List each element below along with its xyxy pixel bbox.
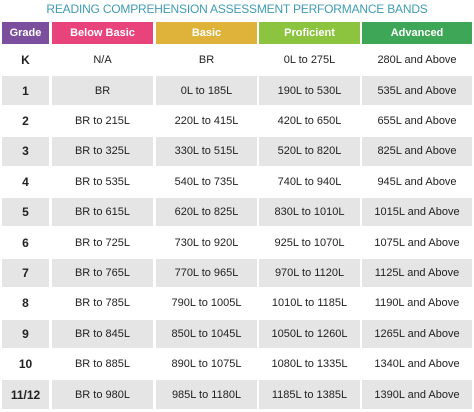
grade-cell: 1 xyxy=(2,76,49,105)
band-cell: BR to 885L xyxy=(52,350,153,379)
band-cell: 1050L to 1260L xyxy=(259,319,360,348)
band-cell: 1265L and Above xyxy=(362,319,472,348)
header-cell: Below Basic xyxy=(52,22,153,44)
band-cell: 1015L and Above xyxy=(362,198,472,227)
band-cell: BR to 845L xyxy=(52,319,153,348)
band-cell: 420L to 650L xyxy=(259,106,360,136)
band-cell: 330L to 515L xyxy=(156,137,257,166)
band-cell: 280L and Above xyxy=(362,46,472,75)
band-cell: 540L to 735L xyxy=(156,167,257,196)
grade-cell: 11/12 xyxy=(2,380,49,409)
band-cell: 790L to 1005L xyxy=(156,289,257,318)
grade-cell: 9 xyxy=(2,319,49,348)
header-cell: Advanced xyxy=(362,22,472,44)
header-cell: Basic xyxy=(156,22,257,44)
band-cell: 1185L to 1385L xyxy=(259,380,360,409)
band-cell: 535L and Above xyxy=(362,76,472,105)
band-cell: BR to 725L xyxy=(52,228,153,257)
band-cell: 1075L and Above xyxy=(362,228,472,257)
band-cell: 830L to 1010L xyxy=(259,198,360,227)
band-cell: 1010L to 1185L xyxy=(259,289,360,318)
grade-cell: 3 xyxy=(2,137,49,166)
band-cell: 730L to 920L xyxy=(156,228,257,257)
band-cell: BR xyxy=(156,46,257,75)
band-cell: 620L to 825L xyxy=(156,198,257,227)
band-cell: 850L to 1045L xyxy=(156,319,257,348)
band-cell: 740L to 940L xyxy=(259,167,360,196)
band-cell: 925L to 1070L xyxy=(259,228,360,257)
band-cell: 985L to 1180L xyxy=(156,380,257,409)
band-cell: 1390L and Above xyxy=(362,380,472,409)
grade-cell: 10 xyxy=(2,350,49,379)
band-cell: BR to 215L xyxy=(52,106,153,136)
band-cell: 970L to 1120L xyxy=(259,258,360,288)
band-cell: 0L to 275L xyxy=(259,46,360,75)
band-cell: 890L to 1075L xyxy=(156,350,257,379)
band-cell: 655L and Above xyxy=(362,106,472,136)
grade-cell: 4 xyxy=(2,167,49,196)
band-cell: 1190L and Above xyxy=(362,289,472,318)
band-cell: BR to 765L xyxy=(52,258,153,288)
grade-cell: 5 xyxy=(2,198,49,227)
band-cell: BR to 980L xyxy=(52,380,153,409)
band-cell: 220L to 415L xyxy=(156,106,257,136)
band-cell: N/A xyxy=(52,46,153,75)
grade-cell: 6 xyxy=(2,228,49,257)
grade-cell: 2 xyxy=(2,106,49,136)
band-cell: 190L to 530L xyxy=(259,76,360,105)
band-cell: BR xyxy=(52,76,153,105)
band-cell: 770L to 965L xyxy=(156,258,257,288)
band-cell: BR to 615L xyxy=(52,198,153,227)
band-cell: 825L and Above xyxy=(362,137,472,166)
grade-cell: 8 xyxy=(2,289,49,318)
band-cell: BR to 535L xyxy=(52,167,153,196)
header-cell: Grade xyxy=(2,22,49,44)
table-title: READING COMPREHENSION ASSESSMENT PERFORM… xyxy=(46,2,428,16)
grade-cell: 7 xyxy=(2,258,49,288)
header-cell: Proficient xyxy=(259,22,360,44)
band-cell: 520L to 820L xyxy=(259,137,360,166)
band-cell: 1340L and Above xyxy=(362,350,472,379)
band-cell: BR to 785L xyxy=(52,289,153,318)
grade-cell: K xyxy=(2,46,49,75)
band-cell: BR to 325L xyxy=(52,137,153,166)
band-cell: 1080L to 1335L xyxy=(259,350,360,379)
band-cell: 1125L and Above xyxy=(362,258,472,288)
band-cell: 0L to 185L xyxy=(156,76,257,105)
band-cell: 945L and Above xyxy=(362,167,472,196)
